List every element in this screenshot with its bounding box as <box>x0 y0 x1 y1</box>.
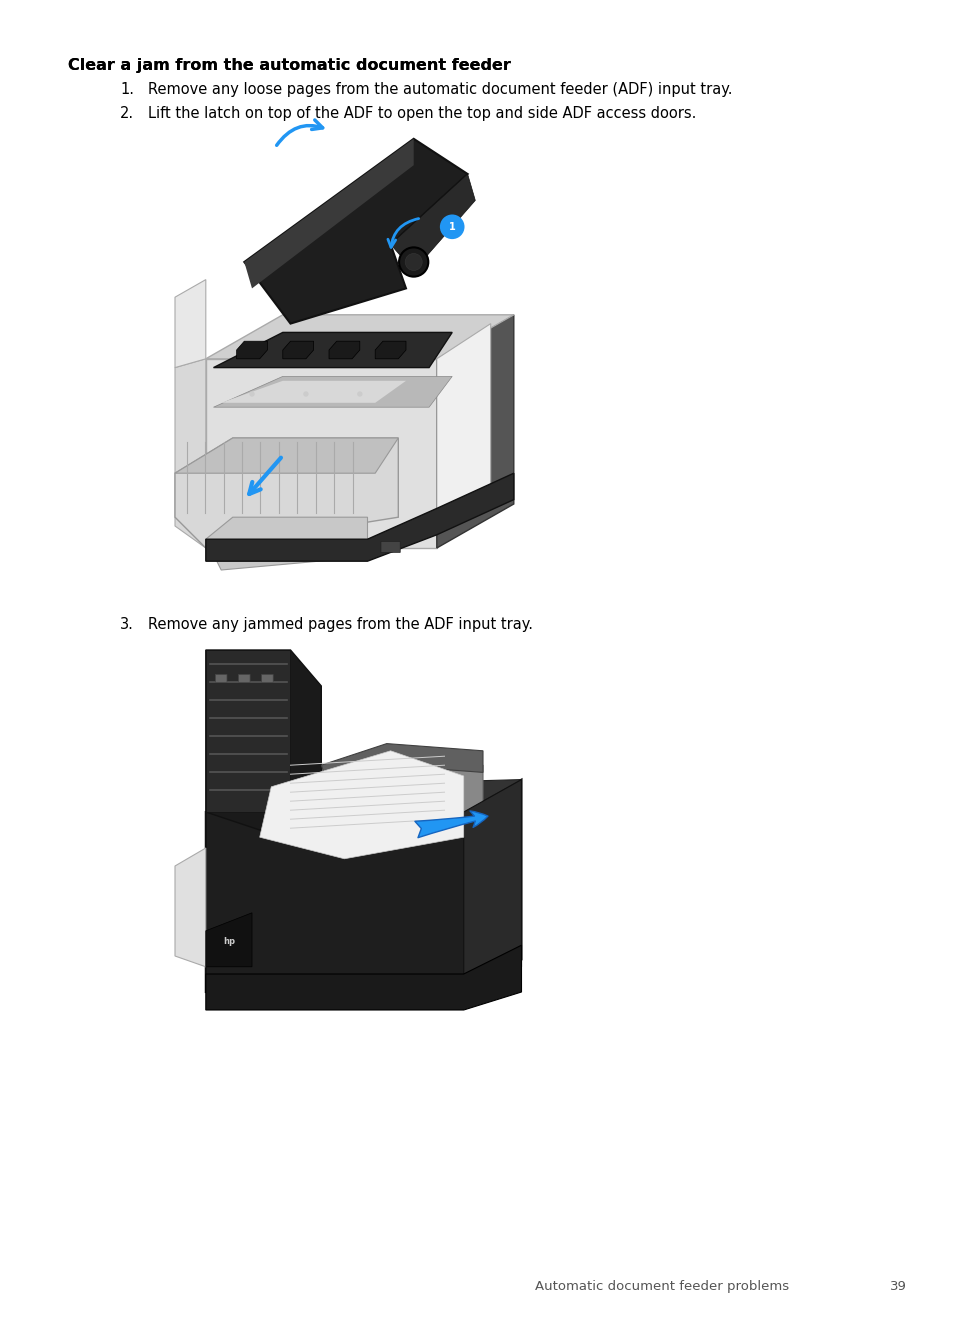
Text: 39: 39 <box>889 1280 906 1293</box>
Polygon shape <box>174 848 206 967</box>
Polygon shape <box>436 314 514 548</box>
Polygon shape <box>174 439 398 473</box>
Circle shape <box>398 247 428 276</box>
Text: 1: 1 <box>448 222 456 231</box>
Polygon shape <box>206 359 436 548</box>
Text: Remove any loose pages from the automatic document feeder (ADF) input tray.: Remove any loose pages from the automati… <box>148 82 732 96</box>
Circle shape <box>249 391 254 396</box>
Text: 1.: 1. <box>120 82 133 96</box>
Polygon shape <box>213 333 452 367</box>
Polygon shape <box>206 946 521 1011</box>
Polygon shape <box>436 324 490 526</box>
Polygon shape <box>390 174 475 271</box>
FancyBboxPatch shape <box>238 675 250 683</box>
FancyBboxPatch shape <box>215 675 227 683</box>
Circle shape <box>439 214 464 239</box>
Polygon shape <box>282 341 314 359</box>
Text: 2.: 2. <box>120 106 134 122</box>
Polygon shape <box>213 376 452 407</box>
Polygon shape <box>221 380 406 403</box>
Polygon shape <box>236 341 267 359</box>
Polygon shape <box>206 314 514 359</box>
Polygon shape <box>174 280 206 367</box>
Polygon shape <box>321 744 482 787</box>
Text: Automatic document feeder problems: Automatic document feeder problems <box>535 1280 788 1293</box>
FancyBboxPatch shape <box>380 542 400 552</box>
Polygon shape <box>375 341 406 359</box>
Text: hp: hp <box>223 937 234 946</box>
Polygon shape <box>206 650 291 812</box>
Text: Clear a jam from the automatic document feeder: Clear a jam from the automatic document … <box>68 58 511 73</box>
Circle shape <box>356 391 362 396</box>
Polygon shape <box>244 139 467 324</box>
Polygon shape <box>329 341 359 359</box>
Text: Remove any jammed pages from the ADF input tray.: Remove any jammed pages from the ADF inp… <box>148 617 533 631</box>
Text: Lift the latch on top of the ADF to open the top and side ADF access doors.: Lift the latch on top of the ADF to open… <box>148 106 696 122</box>
Polygon shape <box>206 779 521 812</box>
Polygon shape <box>244 139 414 288</box>
Polygon shape <box>206 650 321 830</box>
Polygon shape <box>206 779 521 992</box>
Polygon shape <box>463 779 521 992</box>
Polygon shape <box>259 750 463 859</box>
Polygon shape <box>206 473 514 561</box>
Polygon shape <box>206 913 252 967</box>
Circle shape <box>303 391 308 396</box>
Polygon shape <box>259 765 482 830</box>
Polygon shape <box>206 518 367 569</box>
Text: Clear a jam from the automatic document feeder: Clear a jam from the automatic document … <box>68 58 511 73</box>
Circle shape <box>405 254 422 271</box>
Polygon shape <box>174 359 206 548</box>
FancyBboxPatch shape <box>261 675 273 683</box>
Polygon shape <box>174 439 398 548</box>
Text: 3.: 3. <box>120 617 133 631</box>
